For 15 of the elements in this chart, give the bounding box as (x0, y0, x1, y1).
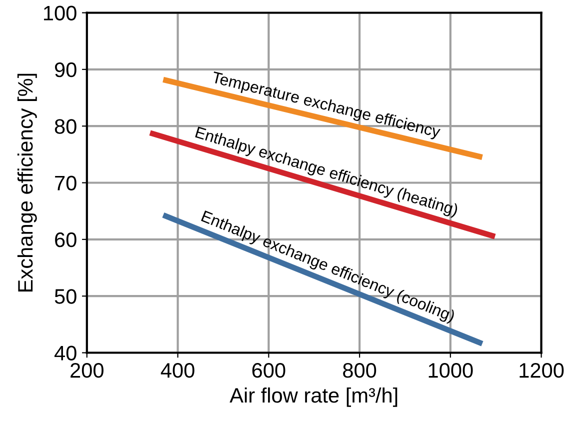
y-tick-label: 100 (44, 6, 76, 21)
x-tick-label: 400 (160, 363, 194, 378)
y-tick-label: 50 (54, 289, 76, 304)
x-tick-label: 800 (343, 363, 376, 378)
y-tick-label: 90 (54, 62, 76, 78)
x-tick-label: 1000 (428, 363, 473, 378)
y-tick-label: 70 (55, 176, 76, 191)
x-axis-title: Air flow rate [m³/h] (230, 387, 398, 407)
x-tick-label: 200 (70, 363, 104, 378)
x-tick-label: 600 (252, 363, 286, 378)
y-tick-label: 60 (55, 232, 76, 248)
y-tick-label: 80 (54, 119, 76, 134)
y-axis-title: Exchange efficiency [%] (17, 74, 37, 292)
x-tick-label: 1200 (520, 363, 564, 378)
y-tick-label: 40 (54, 346, 76, 361)
